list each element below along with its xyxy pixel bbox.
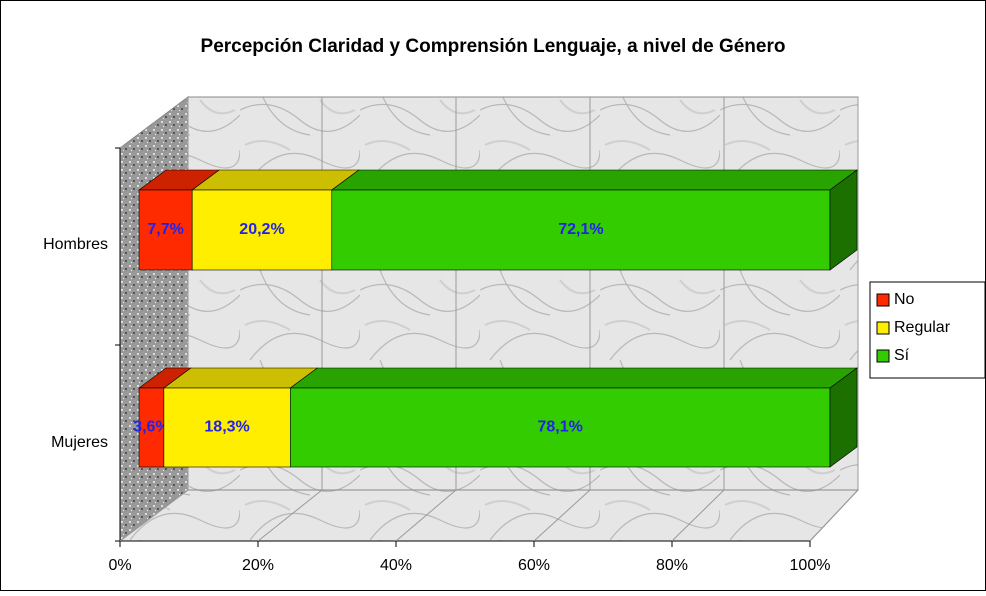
bar-side <box>829 169 858 271</box>
x-tick-label: 100% <box>790 557 831 574</box>
bar-segment <box>162 367 319 468</box>
bar-front <box>138 189 193 271</box>
x-tick-label: 20% <box>242 557 274 574</box>
bar-front <box>191 189 333 271</box>
data-label: 72,1% <box>558 221 603 238</box>
side-wall <box>119 96 189 542</box>
bar-segment <box>330 169 858 271</box>
legend-label: No <box>894 291 915 308</box>
floor-grid-line <box>809 489 859 542</box>
data-label: 18,3% <box>204 419 249 436</box>
bar-front <box>138 387 165 468</box>
floor-grid-line <box>257 489 323 542</box>
legend-label: Sí <box>894 347 910 364</box>
x-tick-label: 0% <box>108 557 131 574</box>
floor-grid-line <box>671 489 725 542</box>
bar-top <box>289 367 858 389</box>
legend-label: Regular <box>894 319 951 336</box>
bars: 7,7% 20,2% 72,1% 3,6% 18,3% 78,1% <box>133 169 858 468</box>
bar-segment <box>289 367 858 468</box>
bar-front <box>290 387 831 468</box>
y-tick-label: Mujeres <box>51 434 108 451</box>
legend-swatch <box>876 321 890 335</box>
floor-grid-line <box>533 489 591 542</box>
y-tick-label: Hombres <box>43 236 108 253</box>
data-label: 3,6% <box>133 419 169 436</box>
x-tick-label: 80% <box>656 557 688 574</box>
legend-items: No Regular Sí <box>876 291 951 364</box>
x-tick-label: 40% <box>380 557 412 574</box>
floor-grid-line <box>395 489 457 542</box>
chart-title: Percepción Claridad y Comprensión Lengua… <box>201 36 786 57</box>
data-label: 78,1% <box>537 419 582 436</box>
floor <box>118 489 860 542</box>
bar-segment <box>191 169 360 271</box>
data-label: 20,2% <box>239 221 284 238</box>
legend-swatch <box>876 349 890 363</box>
bar-segment <box>138 367 192 468</box>
floor-grid-line <box>119 489 189 542</box>
bar-top <box>330 169 858 191</box>
bar-segment <box>138 169 221 271</box>
bar-side <box>829 367 858 468</box>
data-label: 7,7% <box>147 221 183 238</box>
bar-top <box>191 169 360 191</box>
legend-swatch <box>876 293 890 307</box>
bar-front <box>331 189 831 271</box>
x-tick-label: 60% <box>518 557 550 574</box>
bar-front <box>163 387 291 468</box>
